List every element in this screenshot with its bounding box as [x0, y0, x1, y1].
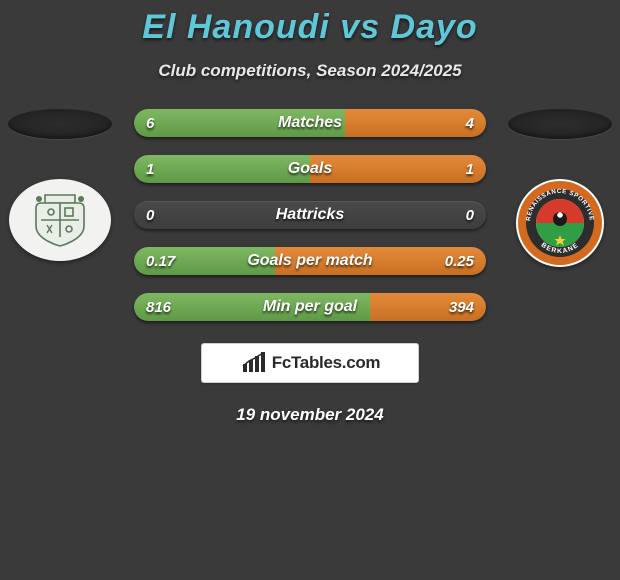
stat-fill-left — [134, 247, 275, 275]
stat-bar: 0 0Hattricks — [134, 201, 486, 229]
stat-fill-left — [134, 293, 370, 321]
brand-chart-icon — [240, 352, 268, 374]
date-line: 19 november 2024 — [0, 405, 620, 425]
stat-fill-right — [275, 247, 486, 275]
right-ellipse — [508, 109, 612, 139]
left-club-crest — [9, 179, 111, 261]
brand-text: FcTables.com — [272, 353, 381, 373]
player-right-col: RENAISSANCE SPORTIVE BERKANE — [504, 109, 616, 267]
stat-fill-left — [134, 155, 310, 183]
stat-value-left: 0 — [134, 201, 166, 229]
stat-label: Hattricks — [134, 201, 486, 229]
crest-right-svg: RENAISSANCE SPORTIVE BERKANE — [516, 179, 604, 267]
content-row: 64Matches 11Goals 0 0Hattricks 0.170.25Goals… — [0, 109, 620, 321]
brand-badge[interactable]: FcTables.com — [201, 343, 419, 383]
stat-bar: 0.170.25Goals per match — [134, 247, 486, 275]
page-subtitle: Club competitions, Season 2024/2025 — [0, 61, 620, 81]
stat-fill-right — [345, 109, 486, 137]
stat-bar: 11Goals — [134, 155, 486, 183]
left-ellipse — [8, 109, 112, 139]
player-left-col — [4, 109, 116, 261]
stat-bar: 64Matches — [134, 109, 486, 137]
stat-fill-right — [370, 293, 486, 321]
stat-fill-left — [134, 109, 345, 137]
right-club-crest: RENAISSANCE SPORTIVE BERKANE — [516, 179, 604, 267]
page-title: El Hanoudi vs Dayo — [0, 8, 620, 47]
stat-fill-right — [310, 155, 486, 183]
comparison-card: El Hanoudi vs Dayo Club competitions, Se… — [0, 0, 620, 425]
stat-value-right: 0 — [454, 201, 486, 229]
crest-left-svg — [25, 189, 95, 251]
stat-bar: 816394Min per goal — [134, 293, 486, 321]
stats-bars: 64Matches 11Goals 0 0Hattricks 0.170.25Goals… — [134, 109, 486, 321]
